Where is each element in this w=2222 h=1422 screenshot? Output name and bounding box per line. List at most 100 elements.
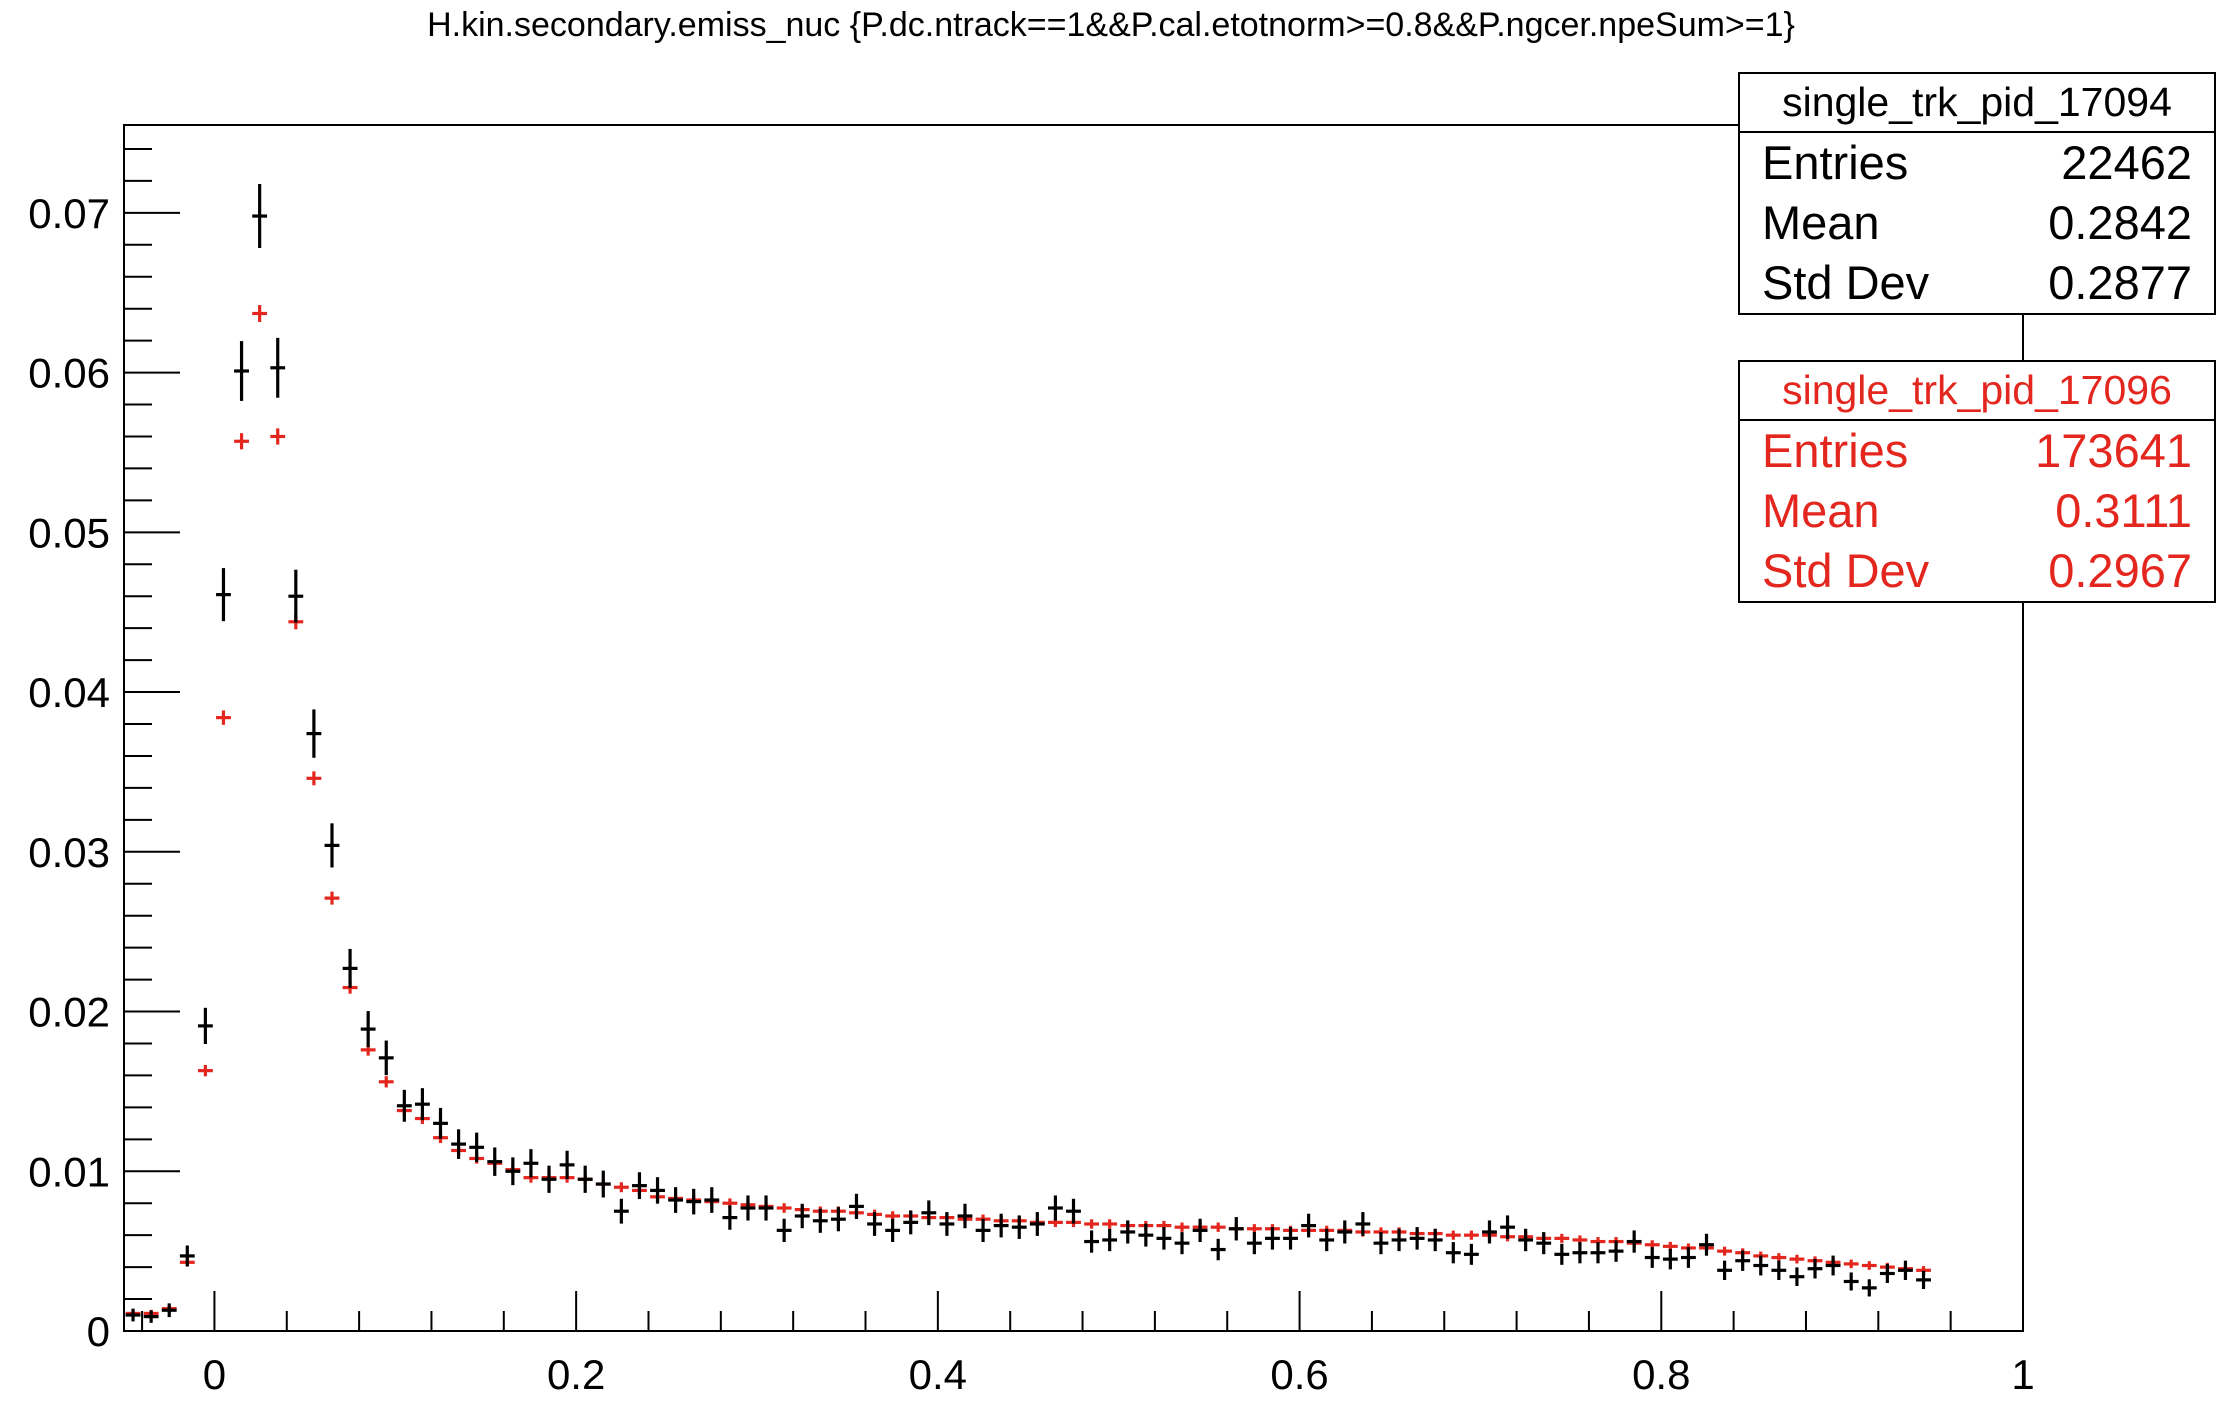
data-point (143, 1310, 159, 1323)
data-point (1246, 1232, 1262, 1255)
data-point (1518, 1228, 1534, 1252)
data-point (161, 1303, 177, 1318)
data-point (1265, 1227, 1280, 1250)
data-point (1608, 1240, 1624, 1262)
data-point (1210, 1222, 1226, 1232)
data-point (414, 1088, 430, 1121)
data-point (1590, 1242, 1606, 1264)
data-point (849, 1193, 864, 1220)
stats-row-entries: Entries 173641 (1740, 421, 2214, 481)
series-single_trk_pid_17094 (125, 184, 1931, 1323)
data-point (776, 1203, 792, 1213)
data-point (613, 1182, 629, 1193)
stats-label: Std Dev (1762, 544, 1930, 597)
data-point (1138, 1223, 1154, 1247)
stats-label: Mean (1762, 196, 1880, 249)
data-point (1626, 1230, 1642, 1253)
data-point (1554, 1233, 1570, 1243)
data-point (1102, 1228, 1118, 1252)
data-point (1210, 1238, 1226, 1261)
data-point (234, 341, 249, 401)
data-point (1825, 1255, 1841, 1276)
chart-title: H.kin.secondary.emiss_nuc {P.dc.ntrack==… (427, 6, 1795, 44)
data-point (324, 891, 340, 905)
stats-value: 0.3111 (2055, 484, 2192, 537)
data-point (1898, 1260, 1913, 1280)
data-point (758, 1195, 774, 1221)
data-point (1047, 1195, 1063, 1221)
stats-row-stddev: Std Dev 0.2877 (1740, 253, 2214, 313)
data-point (1084, 1219, 1100, 1229)
data-point (451, 1129, 467, 1159)
data-point (1463, 1230, 1479, 1240)
data-point (1879, 1264, 1895, 1283)
data-point (921, 1200, 937, 1226)
data-point (1572, 1242, 1588, 1264)
plot-frame (123, 124, 2024, 1332)
data-point (885, 1218, 901, 1242)
stats-value: 22462 (2061, 136, 2192, 189)
data-point (613, 1198, 629, 1224)
data-point (1861, 1261, 1877, 1270)
stats-label: Entries (1762, 424, 1909, 477)
data-point (939, 1212, 955, 1236)
data-point (487, 1147, 503, 1176)
y-tick-label: 0.07 (28, 190, 110, 237)
data-point (1174, 1222, 1190, 1232)
data-point (1843, 1272, 1859, 1291)
data-point (216, 710, 231, 725)
data-point (505, 1157, 521, 1186)
data-point (1228, 1217, 1244, 1241)
x-tick-label: 0.4 (909, 1351, 967, 1398)
stats-value: 0.2877 (2048, 256, 2192, 309)
stats-value: 173641 (2035, 424, 2192, 477)
stats-label: Mean (1762, 484, 1880, 537)
data-point (288, 569, 304, 623)
data-point (632, 1172, 647, 1200)
data-point (1102, 1219, 1118, 1229)
data-point (1771, 1260, 1787, 1280)
stats-label: Std Dev (1762, 256, 1930, 309)
stats-row-mean: Mean 0.3111 (1740, 481, 2214, 541)
data-point (957, 1203, 973, 1229)
data-point (523, 1149, 539, 1178)
data-point (1717, 1246, 1733, 1256)
data-point (1066, 1198, 1081, 1224)
data-point (1120, 1220, 1136, 1244)
data-point (324, 823, 340, 868)
data-point (1500, 1215, 1515, 1239)
data-point (1246, 1224, 1262, 1234)
data-point (378, 1076, 394, 1088)
data-point (595, 1170, 611, 1198)
data-point (1445, 1242, 1461, 1264)
data-point (469, 1132, 485, 1162)
data-point (1916, 1270, 1931, 1289)
data-point (1391, 1228, 1407, 1252)
data-point (1536, 1232, 1552, 1255)
data-point (776, 1218, 792, 1242)
data-point (1355, 1212, 1371, 1236)
stats-label: Entries (1762, 136, 1909, 189)
data-point (1843, 1259, 1859, 1269)
data-point (1174, 1232, 1190, 1255)
data-point (1753, 1255, 1769, 1276)
data-point (1156, 1227, 1172, 1250)
data-point (1680, 1247, 1696, 1268)
data-point (1445, 1230, 1461, 1240)
data-point (722, 1205, 738, 1230)
data-point (1699, 1233, 1714, 1256)
series-single_trk_pid_17096 (125, 305, 1931, 1318)
data-point (378, 1040, 394, 1076)
y-tick-label: 0.04 (28, 669, 110, 716)
data-point (541, 1165, 557, 1193)
data-point (1427, 1228, 1443, 1252)
data-point (270, 337, 286, 398)
data-point (396, 1089, 412, 1122)
stats-row-entries: Entries 22462 (1740, 133, 2214, 193)
data-point (1789, 1254, 1805, 1264)
data-point (270, 428, 286, 445)
data-point (812, 1208, 828, 1233)
data-point (360, 1011, 376, 1048)
data-point (1861, 1279, 1877, 1297)
data-point (125, 1308, 141, 1322)
